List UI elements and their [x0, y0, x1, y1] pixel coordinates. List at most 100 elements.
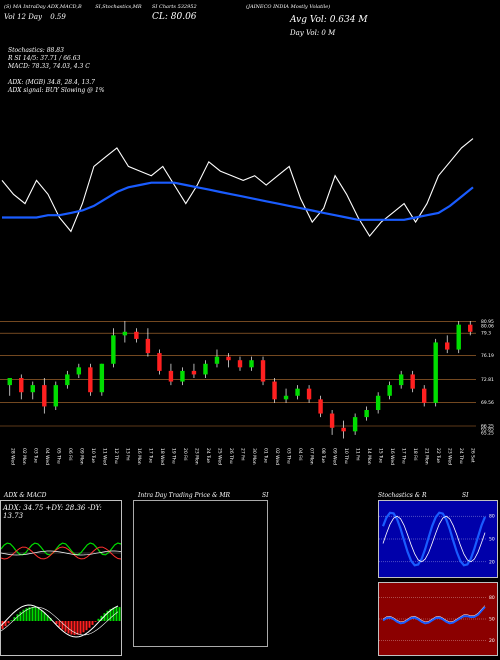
y-tick-label: 72.81 [481, 377, 494, 383]
header-indicators: SI,Stochastics,MR [95, 4, 142, 10]
x-tick-label: 23 Wed [447, 448, 453, 465]
stoch-tick-label: 20 [489, 559, 495, 565]
candle-body [42, 385, 47, 407]
x-tick-label: 23 Mon [193, 448, 199, 465]
stochastics-panel: 80 50 20 [378, 500, 498, 578]
line-series-2 [2, 181, 474, 221]
vol-12-day: Vol 12 Day 0.59 [4, 13, 66, 21]
header-title: (S) MA IntraDay ADX,MACD,B [4, 4, 82, 10]
candle-body [157, 353, 162, 371]
candle-body [191, 370, 197, 375]
candle-body [272, 381, 277, 400]
candle-body [65, 374, 70, 386]
vol-value: 0.59 [50, 13, 66, 21]
intraday-si-label: SI [262, 492, 269, 499]
x-tick-label: 10 Tue [90, 448, 96, 463]
x-tick-label: 20 Fri [182, 448, 188, 461]
macd-bar [85, 621, 88, 631]
avg-vol: Avg Vol: 0.634 M [290, 15, 368, 25]
rsi-readout: R SI 14/5: 37.71 / 66.63 [8, 55, 81, 62]
candle-body [76, 367, 82, 375]
candle-body [445, 342, 450, 350]
stoch-tick-label: 50 [489, 537, 495, 543]
macd-bar [34, 607, 37, 621]
x-tick-label: 28 Wed [9, 448, 15, 465]
stoch-readout: Stochastics: 88.83 [8, 47, 64, 54]
x-tick-label: 24 Thu [458, 448, 464, 464]
macd-chart [1, 604, 121, 638]
candle-body [30, 385, 35, 393]
x-tick-label: 17 Thu [401, 448, 407, 464]
macd-bar [43, 612, 46, 621]
candle-body [329, 413, 335, 428]
candle-body [19, 378, 24, 393]
close-label: CL: 80.06 [152, 12, 197, 22]
macd-bar [79, 621, 82, 634]
x-tick-label: 19 Thu [170, 448, 176, 464]
candle-body [410, 374, 415, 389]
macd-bar [67, 621, 70, 634]
candle-body [122, 331, 128, 336]
x-tick-label: 09 Wed [332, 448, 338, 465]
x-tick-label: 07 Mon [309, 448, 315, 465]
rsi-chart: 80 50 20 [379, 595, 495, 644]
rsi-line [382, 606, 486, 625]
x-tick-label: 03 Tue [32, 448, 38, 463]
x-tick-label: 22 Tue [435, 448, 441, 463]
header-company: (JAINECO INDIA Mostly Volatile) [246, 4, 331, 10]
candle-body [88, 367, 93, 393]
adx-line-3 [1, 550, 121, 556]
x-tick-label: 09 Mon [78, 448, 84, 465]
macd-bar [61, 621, 64, 630]
macd-bar [70, 621, 73, 635]
x-tick-label: 17 Tue [147, 448, 153, 463]
x-tick-label: 16 Wed [389, 448, 395, 465]
candle-body [260, 360, 266, 382]
x-tick-label: 30 Mon [251, 448, 257, 465]
adx-macd-title: ADX & MACD [4, 492, 47, 499]
candle-body [364, 410, 369, 418]
macd-bar [46, 615, 49, 621]
header-symbol: SI Charts 532952 [152, 4, 197, 10]
rsi-panel: 80 50 20 [378, 582, 498, 656]
candle-body [53, 385, 59, 407]
y-tick-label: 79.3 [481, 331, 491, 337]
macd-bar [10, 620, 13, 621]
candle-body [226, 356, 231, 361]
intraday-title: Intra Day Trading Price & MR [138, 492, 231, 499]
adx-line-2 [1, 546, 121, 560]
x-tick-label: 11 Fri [355, 448, 361, 461]
macd-bar [115, 607, 118, 621]
macd-bar [19, 611, 22, 621]
candle-body [168, 370, 174, 382]
macd-bar [25, 608, 28, 621]
candle-body [283, 395, 289, 400]
macd-bar [64, 621, 67, 632]
stoch-title: Stochastics & R [378, 492, 427, 499]
x-tick-label: 10 Thu [343, 448, 349, 464]
rsi-line-2 [382, 605, 486, 623]
macd-bar [94, 621, 97, 622]
x-tick-label: 16 Mon [136, 448, 142, 465]
macd-bar [7, 621, 10, 624]
intraday-panel [133, 500, 268, 647]
x-tick-label: 05 Thu [55, 448, 61, 464]
candle-body [214, 356, 220, 364]
candle-body [318, 399, 323, 414]
candle-body [341, 427, 346, 432]
vol-label: Vol 12 Day [4, 13, 42, 21]
x-tick-label: 18 Fri [412, 448, 418, 461]
x-tick-label: 08 Tue [320, 448, 326, 463]
macd-bar [118, 607, 121, 621]
candle-body [249, 360, 254, 368]
line-series-1 [1, 138, 474, 238]
candle-body [145, 338, 151, 354]
price-line-chart [1, 138, 474, 238]
candle-body [203, 363, 208, 375]
macd-bar [97, 618, 100, 621]
macd-bar [88, 621, 91, 628]
macd-bar [28, 607, 31, 621]
macd-bar [100, 615, 103, 621]
stoch-tick-label: 80 [489, 514, 495, 520]
